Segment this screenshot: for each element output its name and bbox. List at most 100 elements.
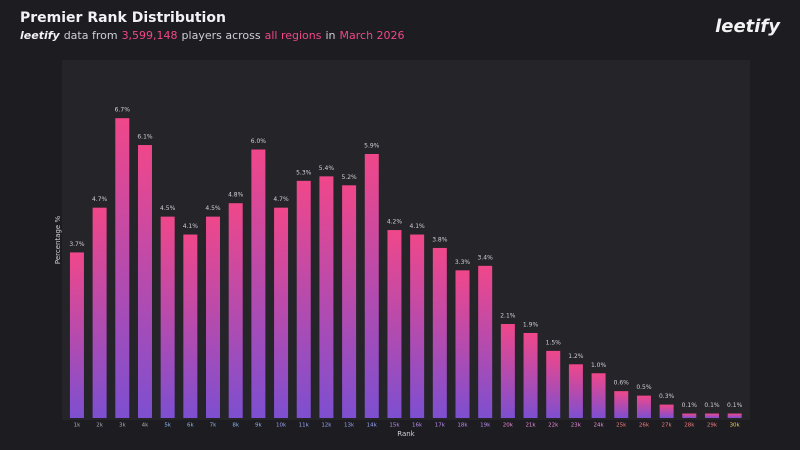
bar — [568, 364, 583, 418]
value-label: 0.3% — [659, 393, 675, 400]
bar — [659, 404, 674, 418]
x-tick-label: 6k — [187, 423, 194, 429]
value-label: 4.7% — [273, 196, 289, 203]
x-tick-label: 14k — [367, 423, 378, 429]
x-tick-label: 18k — [457, 423, 468, 429]
value-label: 3.7% — [69, 241, 85, 248]
logo-small: leetify — [20, 29, 60, 42]
x-tick-label: 2k — [96, 423, 103, 429]
bar — [432, 247, 447, 418]
value-label: 3.4% — [478, 254, 494, 261]
x-tick-label: 21k — [525, 423, 536, 429]
subtitle-highlight: all regions — [264, 29, 322, 42]
x-tick-label: 10k — [276, 423, 287, 429]
logo: leetify — [715, 16, 780, 37]
x-tick-label: 17k — [435, 423, 446, 429]
x-tick-label: 1k — [74, 423, 81, 429]
value-label: 4.8% — [228, 192, 244, 199]
x-tick-label: 4k — [142, 423, 149, 429]
value-label: 0.5% — [636, 384, 652, 391]
x-tick-label: 26k — [639, 423, 650, 429]
x-tick-label: 23k — [571, 423, 582, 429]
bar — [160, 216, 175, 418]
x-tick-label: 29k — [707, 423, 718, 429]
x-tick-label: 20k — [503, 423, 514, 429]
bar — [410, 234, 425, 418]
bar — [500, 324, 515, 418]
bar — [183, 234, 198, 418]
value-label: 1.5% — [546, 339, 562, 346]
bar — [274, 207, 289, 418]
value-label: 0.1% — [682, 402, 698, 409]
bar — [342, 185, 357, 418]
value-label: 1.2% — [568, 353, 584, 360]
x-tick-label: 11k — [299, 423, 310, 429]
bar — [523, 332, 538, 418]
value-label: 5.9% — [364, 142, 380, 149]
x-tick-label: 13k — [344, 423, 355, 429]
value-label: 3.8% — [432, 236, 448, 243]
x-axis-label: Rank — [397, 430, 415, 438]
title: Premier Rank Distribution — [20, 10, 226, 26]
bar — [92, 207, 107, 418]
bar — [296, 180, 311, 418]
subtitle-highlight: 3,599,148 — [121, 29, 178, 42]
bar — [115, 118, 130, 419]
x-tick-label: 19k — [480, 423, 491, 429]
bar — [727, 413, 742, 418]
x-tick-label: 25k — [616, 423, 627, 429]
bar — [319, 176, 334, 418]
bar — [591, 373, 606, 418]
x-tick-label: 16k — [412, 423, 423, 429]
x-tick-label: 8k — [232, 423, 239, 429]
bar — [455, 270, 470, 418]
value-label: 1.9% — [523, 321, 539, 328]
bar — [251, 149, 266, 418]
value-label: 4.7% — [92, 196, 108, 203]
bar — [704, 413, 719, 418]
bar — [364, 153, 379, 418]
bar — [614, 391, 629, 418]
value-label: 6.0% — [251, 138, 267, 145]
bar — [206, 216, 221, 418]
x-tick-label: 22k — [548, 423, 559, 429]
bar — [137, 145, 152, 418]
bar — [546, 350, 561, 418]
bar — [387, 230, 402, 418]
subtitle-text: data from — [63, 29, 118, 42]
value-label: 4.5% — [160, 205, 176, 212]
x-tick-label: 9k — [255, 423, 262, 429]
value-label: 6.7% — [115, 107, 131, 114]
bar — [682, 413, 697, 418]
x-tick-label: 15k — [389, 423, 400, 429]
subtitle-text: in — [325, 29, 336, 42]
plot-area — [62, 60, 750, 420]
value-label: 2.1% — [500, 313, 516, 320]
x-tick-label: 24k — [593, 423, 604, 429]
value-label: 0.1% — [704, 402, 720, 409]
x-tick-label: 7k — [210, 423, 217, 429]
subtitle: leetify data from 3,599,148 players across a… — [20, 29, 409, 42]
value-label: 4.2% — [387, 219, 403, 226]
header: Premier Rank Distribution leetify data fr… — [20, 10, 409, 42]
bar — [478, 265, 493, 418]
value-label: 0.6% — [614, 380, 630, 387]
value-label: 4.1% — [410, 223, 426, 230]
x-tick-label: 5k — [164, 423, 171, 429]
value-label: 4.1% — [183, 223, 199, 230]
value-label: 0.1% — [727, 402, 743, 409]
value-label: 3.3% — [455, 259, 471, 266]
subtitle-highlight: March 2026 — [339, 29, 405, 42]
value-label: 1.0% — [591, 362, 607, 369]
value-label: 6.1% — [137, 134, 153, 141]
bar — [636, 395, 651, 418]
y-axis-label: Percentage % — [54, 216, 62, 265]
bar — [69, 252, 84, 418]
x-tick-label: 30k — [730, 423, 741, 429]
value-label: 5.2% — [341, 174, 357, 181]
x-tick-label: 12k — [321, 423, 332, 429]
subtitle-text: players across — [181, 29, 261, 42]
x-tick-label: 28k — [684, 423, 695, 429]
